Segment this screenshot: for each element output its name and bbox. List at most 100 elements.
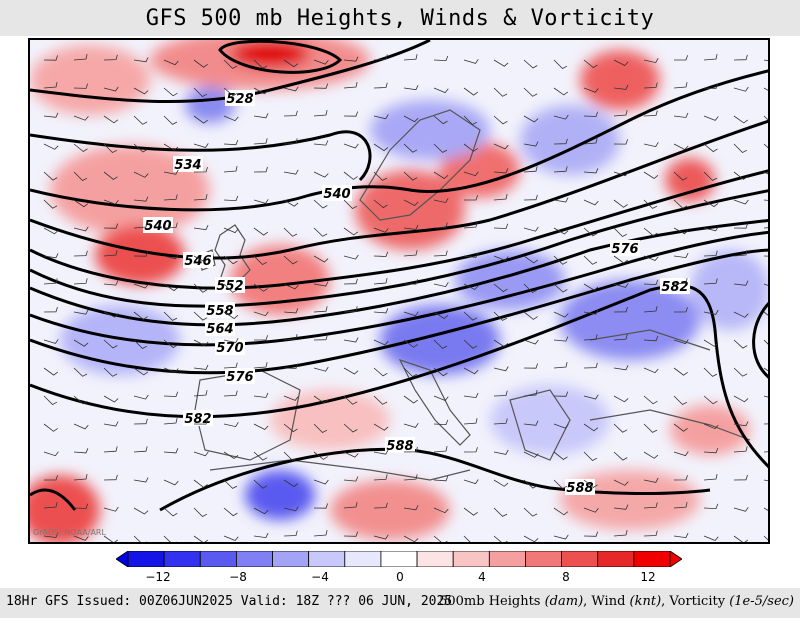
wind-barb: [703, 535, 719, 541]
wind-barb: [733, 446, 748, 453]
wind-barb: [163, 507, 178, 517]
vorticity-negative-area: [185, 87, 235, 123]
wind-barb: [133, 418, 148, 425]
wind-barb: [463, 447, 478, 453]
grads-credit: GrADS: NOAA/ARL: [33, 528, 106, 537]
label-bg: [610, 240, 640, 256]
wind-barb: [763, 87, 768, 91]
wind-barb: [313, 530, 328, 537]
wind-barb: [583, 423, 599, 432]
wind-barb: [73, 367, 88, 377]
wind-barb: [433, 143, 448, 153]
wind-barb: [223, 390, 238, 397]
wind-barb: [103, 367, 118, 377]
wind-barb: [283, 334, 298, 341]
wind-barb: [643, 227, 658, 237]
wind-barb: [373, 423, 389, 431]
wind-barb: [673, 532, 689, 539]
wind-barb: [133, 196, 149, 202]
wind-barb: [523, 339, 539, 345]
colorbar-cell: [380, 551, 418, 567]
wind-barb: [553, 227, 569, 235]
contour-label-576: 576: [225, 368, 255, 385]
contour-value: 582: [184, 412, 211, 427]
wind-barb: [283, 110, 298, 117]
wind-barb: [643, 58, 659, 64]
title-bar: GFS 500 mb Heights, Winds & Vorticity: [0, 0, 800, 36]
wind-barb: [343, 143, 359, 149]
wind-barb: [733, 86, 749, 92]
vorticity-positive-area: [270, 390, 390, 450]
wind-barb: [583, 87, 599, 93]
wind-barb: [433, 367, 448, 377]
wind-barb: [103, 86, 119, 92]
wind-barb: [223, 283, 238, 293]
wind-barb: [313, 395, 329, 404]
wind-barb: [343, 306, 358, 313]
wind-barb: [313, 140, 329, 146]
wind-barb: [463, 87, 479, 96]
wind-barb: [553, 391, 569, 397]
wind-barb: [313, 59, 329, 65]
wind-barb: [193, 390, 208, 397]
wind-barb: [433, 446, 448, 453]
run-info: 18Hr GFS Issued: 00Z06JUN2025 Valid: 18Z…: [6, 594, 453, 609]
wind-barb: [553, 138, 568, 145]
wind-barb: [583, 507, 599, 513]
wind-barb: [193, 311, 208, 321]
wind-barb: [223, 311, 239, 319]
wind-barb: [103, 311, 119, 318]
contour-label-582-east: 582: [660, 278, 690, 295]
colorbar-cell: [416, 551, 454, 567]
label-bg: [385, 437, 415, 453]
wind-barb: [73, 278, 88, 285]
wind-barb: [133, 57, 149, 63]
wind-barb: [73, 83, 89, 89]
colorbar-cells: [127, 551, 671, 567]
colorbar-cell: [488, 551, 526, 567]
colorbar-label: 8: [562, 570, 570, 584]
colorbar-cell: [236, 551, 273, 567]
contour-570: [30, 230, 768, 347]
wind-barb: [133, 311, 148, 320]
wind-barb: [73, 535, 89, 541]
wind-barb: [73, 115, 89, 121]
wind-barb: [523, 141, 539, 147]
italy-coast: [398, 358, 471, 446]
wind-barb: [403, 339, 418, 348]
wind-barb: [133, 507, 149, 515]
wind-barb: [223, 139, 239, 146]
wind-barb: [43, 143, 59, 150]
colorbar-cell: [344, 551, 382, 567]
colorbar-right-arrow: [669, 551, 682, 567]
wind-barb: [613, 423, 628, 433]
wind-barb: [43, 339, 59, 344]
wind-barb: [643, 335, 659, 342]
map-title: GFS 500 mb Heights, Winds & Vorticity: [145, 5, 655, 31]
wind-barb: [253, 87, 269, 95]
wind-barb: [583, 309, 599, 315]
wind-barb: [703, 143, 718, 153]
wind-barb: [253, 199, 269, 204]
wind-barb: [493, 449, 509, 455]
colorbar-cell: [452, 551, 490, 567]
wind-barb: [703, 339, 719, 347]
wind-barb: [254, 335, 268, 341]
wind-barb: [613, 530, 628, 537]
wind-barb: [763, 479, 768, 482]
wind-barb: [133, 367, 149, 376]
wind-barb: [493, 59, 509, 67]
wind-barb: [343, 82, 358, 89]
wind-barb: [463, 252, 479, 258]
wind-barb: [223, 451, 239, 459]
wind-barb: [73, 474, 88, 481]
wind-barb: [223, 59, 238, 69]
wind-barb: [433, 282, 449, 288]
wind-barb: [733, 506, 749, 512]
wind-barb: [223, 535, 239, 541]
wind-barb: [523, 283, 538, 293]
contour-value: 540: [323, 187, 350, 202]
wind-barb: [763, 171, 768, 175]
wind-barb: [523, 535, 539, 542]
wind-barb: [463, 283, 479, 290]
